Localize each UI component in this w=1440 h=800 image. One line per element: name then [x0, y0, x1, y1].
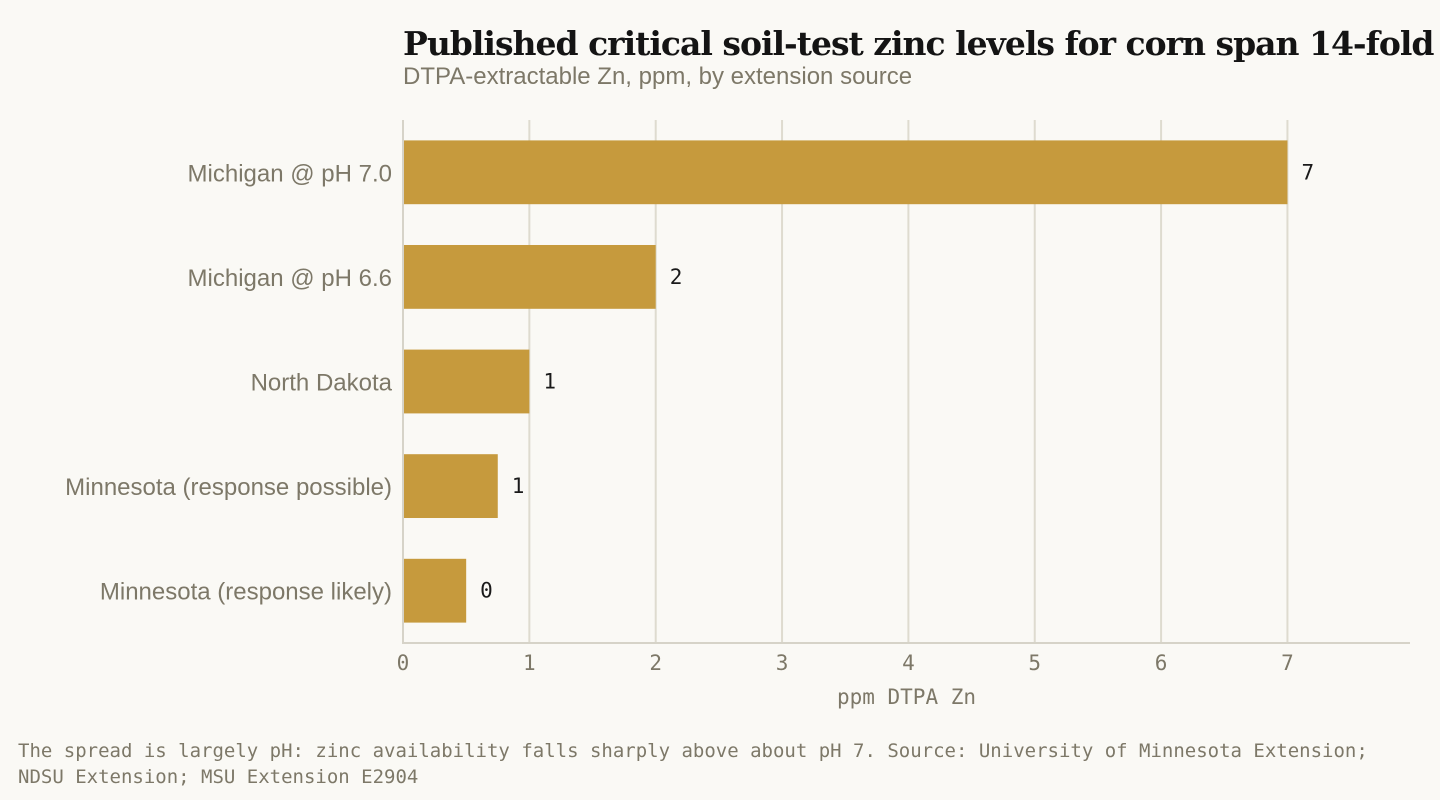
chart-subtitle: DTPA-extractable Zn, ppm, by extension s… — [403, 63, 913, 90]
x-tick-label: 5 — [1028, 651, 1041, 675]
value-label: 7 — [1301, 160, 1314, 184]
x-tick-label: 2 — [649, 651, 662, 675]
category-label: Minnesota (response likely) — [100, 579, 392, 606]
bar — [403, 558, 467, 623]
x-tick-label: 0 — [397, 651, 410, 675]
chart-title: Published critical soil-test zinc levels… — [403, 24, 1434, 63]
x-tick-label: 4 — [902, 651, 915, 675]
value-label: 1 — [543, 370, 556, 394]
value-label: 2 — [670, 265, 683, 289]
plot-area: 7 Michigan @ pH 7.0 2 Michigan @ pH 6.6 1 Nor… — [65, 120, 1410, 709]
category-label: North Dakota — [251, 370, 393, 397]
bar — [403, 454, 498, 519]
x-tick-label: 6 — [1155, 651, 1168, 675]
x-tick-label: 7 — [1281, 651, 1294, 675]
bar — [403, 140, 1288, 205]
category-label: Michigan @ pH 7.0 — [188, 160, 392, 187]
bar — [403, 244, 656, 309]
chart-footer: The spread is largely pH: zinc availabil… — [18, 740, 1368, 788]
value-label: 1 — [512, 474, 525, 498]
bar — [403, 349, 530, 414]
category-label: Minnesota (response possible) — [65, 474, 392, 501]
x-axis-title: ppm DTPA Zn — [837, 685, 976, 709]
x-tick-label: 3 — [776, 651, 789, 675]
x-tick-label: 1 — [523, 651, 536, 675]
value-label: 0 — [480, 579, 493, 603]
category-label: Michigan @ pH 6.6 — [188, 265, 392, 292]
